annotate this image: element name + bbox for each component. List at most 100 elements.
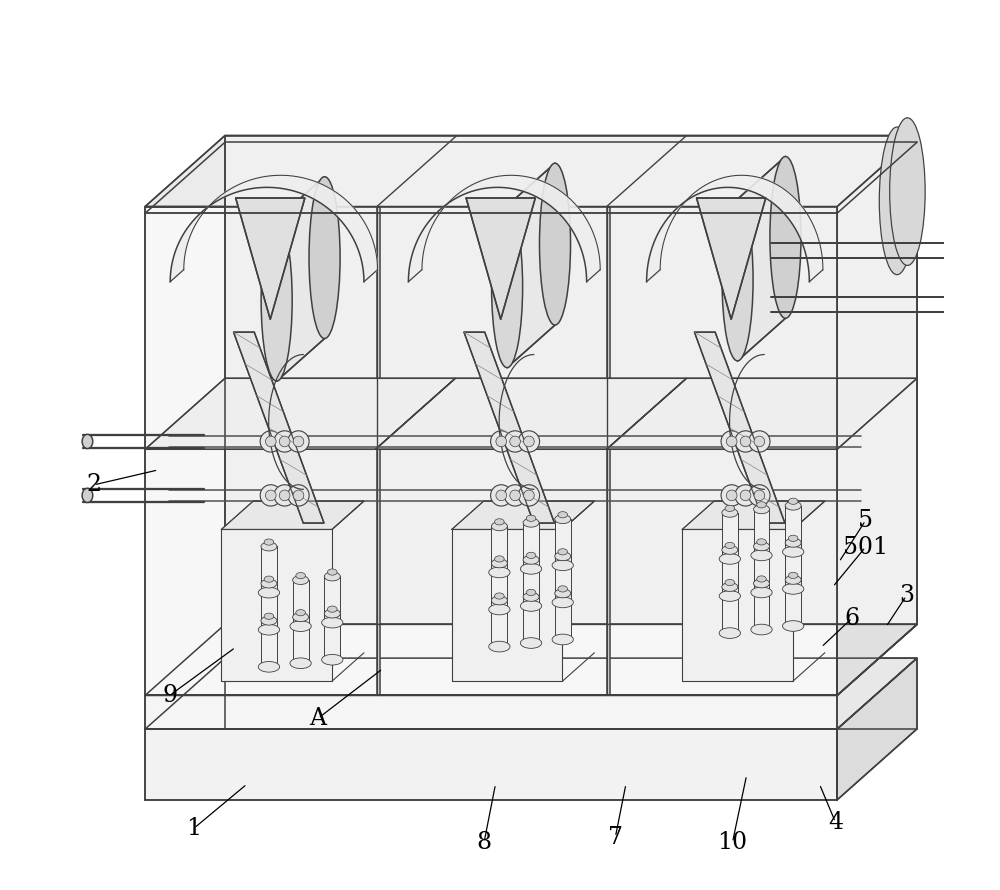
- Polygon shape: [555, 594, 571, 640]
- Polygon shape: [236, 198, 305, 320]
- Ellipse shape: [719, 554, 740, 564]
- Circle shape: [274, 431, 295, 452]
- Polygon shape: [754, 546, 769, 593]
- Circle shape: [740, 436, 751, 447]
- Polygon shape: [607, 206, 610, 695]
- Polygon shape: [523, 597, 539, 643]
- Ellipse shape: [526, 553, 536, 559]
- Ellipse shape: [309, 177, 340, 338]
- Ellipse shape: [82, 434, 93, 449]
- Ellipse shape: [491, 559, 507, 568]
- Polygon shape: [452, 501, 594, 530]
- Circle shape: [265, 490, 276, 501]
- Text: 501: 501: [843, 536, 888, 559]
- Ellipse shape: [523, 555, 539, 564]
- Polygon shape: [145, 378, 455, 449]
- Circle shape: [293, 490, 304, 501]
- Circle shape: [293, 436, 304, 447]
- Polygon shape: [293, 580, 309, 627]
- Polygon shape: [261, 620, 277, 667]
- Polygon shape: [722, 513, 738, 559]
- Ellipse shape: [261, 616, 277, 625]
- Polygon shape: [837, 658, 917, 800]
- Text: 8: 8: [476, 831, 492, 854]
- Circle shape: [274, 485, 295, 506]
- Ellipse shape: [879, 127, 915, 275]
- Ellipse shape: [719, 627, 740, 638]
- Polygon shape: [408, 175, 600, 282]
- Polygon shape: [452, 530, 562, 681]
- Ellipse shape: [751, 624, 772, 635]
- Circle shape: [524, 490, 534, 501]
- Text: A: A: [310, 707, 327, 730]
- Ellipse shape: [751, 550, 772, 561]
- Ellipse shape: [719, 591, 740, 602]
- Ellipse shape: [258, 625, 280, 635]
- Ellipse shape: [261, 579, 277, 588]
- Ellipse shape: [788, 535, 798, 541]
- Ellipse shape: [785, 501, 801, 510]
- Ellipse shape: [322, 654, 343, 665]
- Ellipse shape: [526, 589, 536, 595]
- Ellipse shape: [264, 576, 274, 582]
- Ellipse shape: [754, 579, 769, 587]
- Circle shape: [496, 436, 507, 447]
- Ellipse shape: [757, 502, 766, 508]
- Circle shape: [288, 431, 309, 452]
- Polygon shape: [555, 519, 571, 565]
- Polygon shape: [523, 522, 539, 569]
- Circle shape: [260, 485, 281, 506]
- Polygon shape: [837, 135, 917, 695]
- Polygon shape: [261, 584, 277, 630]
- Text: 2: 2: [86, 473, 101, 497]
- Ellipse shape: [788, 572, 798, 578]
- Circle shape: [726, 436, 737, 447]
- Circle shape: [288, 485, 309, 506]
- Ellipse shape: [555, 589, 571, 598]
- Ellipse shape: [788, 498, 798, 505]
- Ellipse shape: [558, 512, 568, 518]
- Text: 5: 5: [858, 509, 873, 532]
- Circle shape: [754, 436, 765, 447]
- Polygon shape: [647, 175, 823, 282]
- Ellipse shape: [290, 621, 311, 632]
- Polygon shape: [145, 206, 837, 695]
- Ellipse shape: [722, 583, 738, 591]
- Ellipse shape: [293, 576, 309, 585]
- Polygon shape: [145, 625, 917, 695]
- Ellipse shape: [264, 613, 274, 619]
- Ellipse shape: [261, 542, 277, 551]
- Polygon shape: [277, 177, 325, 381]
- Ellipse shape: [327, 606, 337, 612]
- Ellipse shape: [783, 584, 804, 595]
- Polygon shape: [145, 135, 917, 206]
- Ellipse shape: [520, 563, 542, 574]
- Polygon shape: [722, 587, 738, 633]
- Text: 6: 6: [845, 606, 860, 629]
- Ellipse shape: [539, 163, 571, 325]
- Polygon shape: [555, 556, 571, 603]
- Circle shape: [721, 485, 742, 506]
- Circle shape: [518, 431, 540, 452]
- Ellipse shape: [552, 635, 573, 644]
- Ellipse shape: [552, 597, 573, 608]
- Polygon shape: [722, 550, 738, 596]
- Ellipse shape: [526, 515, 536, 522]
- Circle shape: [735, 431, 756, 452]
- Text: 7: 7: [608, 826, 623, 849]
- Ellipse shape: [489, 567, 510, 578]
- Ellipse shape: [757, 576, 766, 582]
- Ellipse shape: [290, 658, 311, 668]
- Circle shape: [510, 490, 520, 501]
- Circle shape: [279, 436, 290, 447]
- Ellipse shape: [722, 508, 738, 517]
- Circle shape: [504, 431, 526, 452]
- Ellipse shape: [783, 620, 804, 631]
- Circle shape: [265, 436, 276, 447]
- Ellipse shape: [725, 542, 735, 548]
- Circle shape: [524, 436, 534, 447]
- Polygon shape: [523, 560, 539, 606]
- Polygon shape: [491, 563, 507, 610]
- Circle shape: [260, 431, 281, 452]
- Ellipse shape: [558, 549, 568, 555]
